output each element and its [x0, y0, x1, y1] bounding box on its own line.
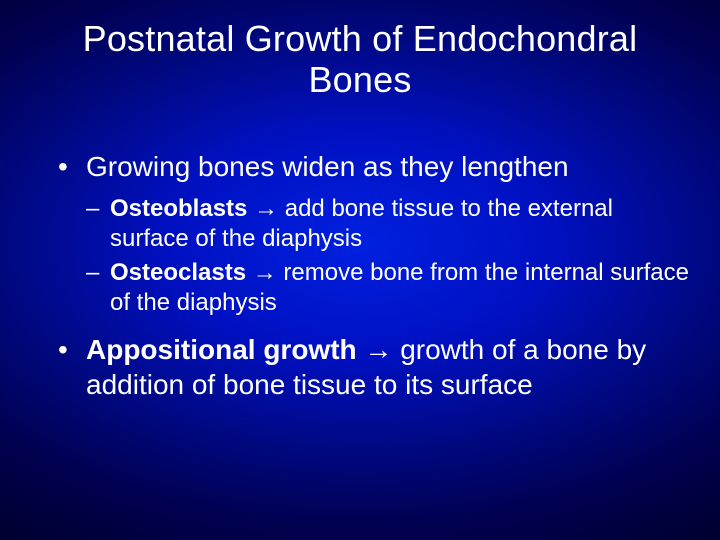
arrow-icon: → — [246, 259, 283, 286]
arrow-icon: → — [247, 195, 284, 222]
list-item: Osteoclasts → remove bone from the inter… — [86, 258, 690, 318]
arrow-icon: → — [357, 334, 401, 365]
slide-title: Postnatal Growth of Endochondral Bones — [30, 18, 690, 101]
list-item: Growing bones widen as they lengthen Ost… — [58, 149, 690, 318]
bullet-list-level1: Growing bones widen as they lengthen Ost… — [58, 149, 690, 402]
list-item: Appositional growth → growth of a bone b… — [58, 332, 690, 402]
slide-content: Growing bones widen as they lengthen Ost… — [30, 149, 690, 402]
list-item: Osteoblasts → add bone tissue to the ext… — [86, 194, 690, 254]
bold-term: Appositional growth — [86, 334, 357, 365]
slide: Postnatal Growth of Endochondral Bones G… — [0, 0, 720, 540]
bold-term: Osteoclasts — [110, 259, 246, 286]
bullet-list-level2: Osteoblasts → add bone tissue to the ext… — [86, 194, 690, 318]
bullet-text: Growing bones widen as they lengthen — [86, 151, 569, 182]
bold-term: Osteoblasts — [110, 195, 247, 222]
